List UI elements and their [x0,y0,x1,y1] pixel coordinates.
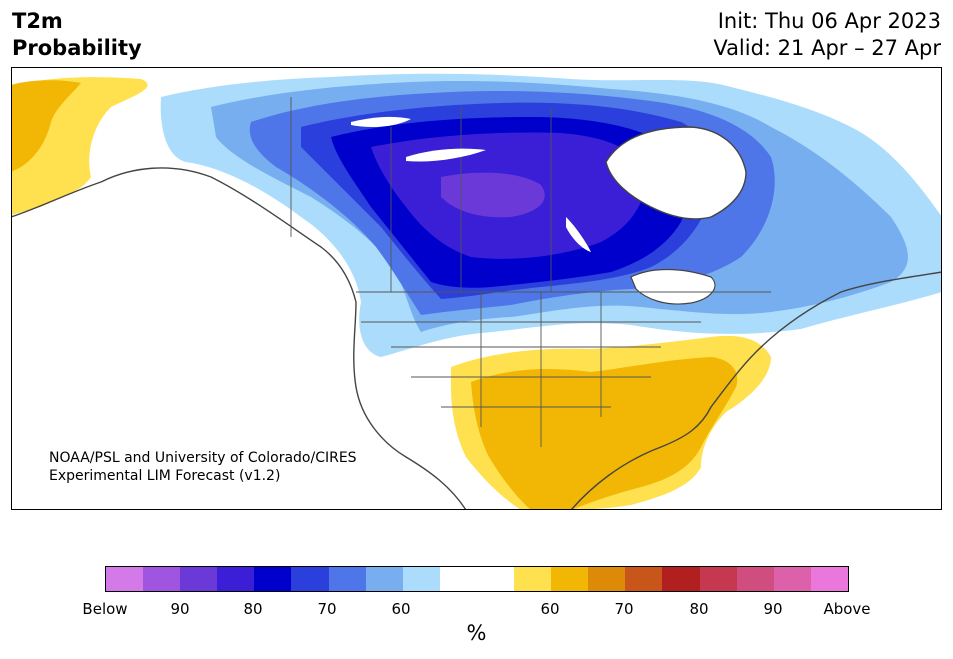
color-bar-segment [402,567,440,591]
credit-line-2: Experimental LIM Forecast (v1.2) [49,468,281,484]
color-bar-segment [180,567,218,591]
color-bar-segment [217,567,255,591]
color-bar-tick-label: 80 [243,600,263,618]
color-bar-segment [588,567,626,591]
coastline [11,167,942,510]
color-bar-segment [773,567,811,591]
color-bar-unit: % [466,621,487,645]
color-bar-segment [625,567,663,591]
valid-range: Valid: 21 Apr – 27 Apr [713,36,941,60]
color-bar-tick-label: 90 [763,600,783,618]
hudson-bay-outline [605,126,747,220]
color-bar-tick-label: 60 [540,600,560,618]
state-borders [290,97,771,447]
credit-line-1: NOAA/PSL and University of Colorado/CIRE… [49,450,357,466]
color-bar-tick-label: 80 [689,600,709,618]
great-lakes [630,268,716,305]
color-bar-tick-label: Above [823,600,871,618]
color-bar-segment [662,567,700,591]
color-bar-segment [254,567,292,591]
color-bar-ticks: Below 90 80 70 60 60 70 80 90 Above [0,600,953,620]
map-title: T2m Probability [12,8,142,62]
init-date: Init: Thu 06 Apr 2023 [717,9,941,33]
color-bar-segment [810,567,848,591]
color-bar-segment [439,567,515,591]
color-bar-tick-label: 90 [170,600,190,618]
above-70-region [471,357,738,510]
title-line-2: Probability [12,36,142,60]
lake-3 [566,217,591,252]
color-bar-segment [551,567,589,591]
color-bar-segment [699,567,737,591]
color-bar-segment [736,567,774,591]
color-bar-tick-label: Below [82,600,128,618]
color-bar-segment [328,567,366,591]
color-bar-segment [291,567,329,591]
color-bar-segment [106,567,144,591]
forecast-dates: Init: Thu 06 Apr 2023 Valid: 21 Apr – 27… [713,8,941,62]
probability-map [11,67,942,510]
color-bar-segment [514,567,552,591]
color-bar-segment [365,567,403,591]
color-bar-segment [143,567,181,591]
color-bar [105,566,849,592]
lake-1 [351,116,411,127]
color-bar-tick-label: 70 [614,600,634,618]
credit-note: NOAA/PSL and University of Colorado/CIRE… [49,449,357,485]
color-bar-tick-label: 70 [317,600,337,618]
color-bar-tick-label: 60 [391,600,411,618]
below-95-region [441,172,545,218]
above-70-west-region [11,80,81,172]
title-line-1: T2m [12,9,63,33]
lake-2 [406,148,486,162]
